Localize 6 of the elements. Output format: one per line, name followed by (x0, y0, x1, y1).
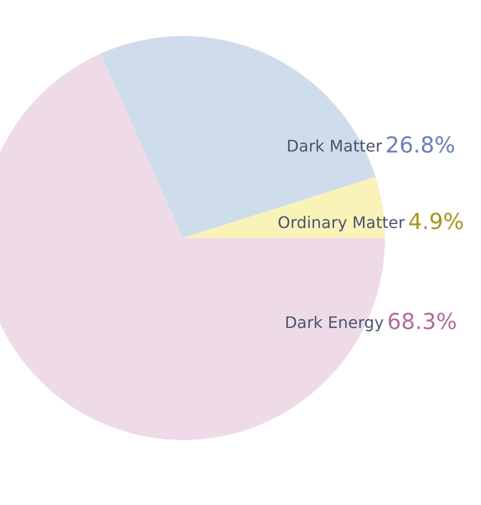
slice-label: Dark Matter (286, 136, 382, 156)
data-label: 4.9% (408, 210, 464, 236)
slice-label: Ordinary Matter (278, 213, 406, 232)
data-label: 26.8% (385, 133, 456, 158)
slice-label: Dark Energy (284, 313, 384, 332)
data-label: 68.3% (387, 310, 458, 336)
